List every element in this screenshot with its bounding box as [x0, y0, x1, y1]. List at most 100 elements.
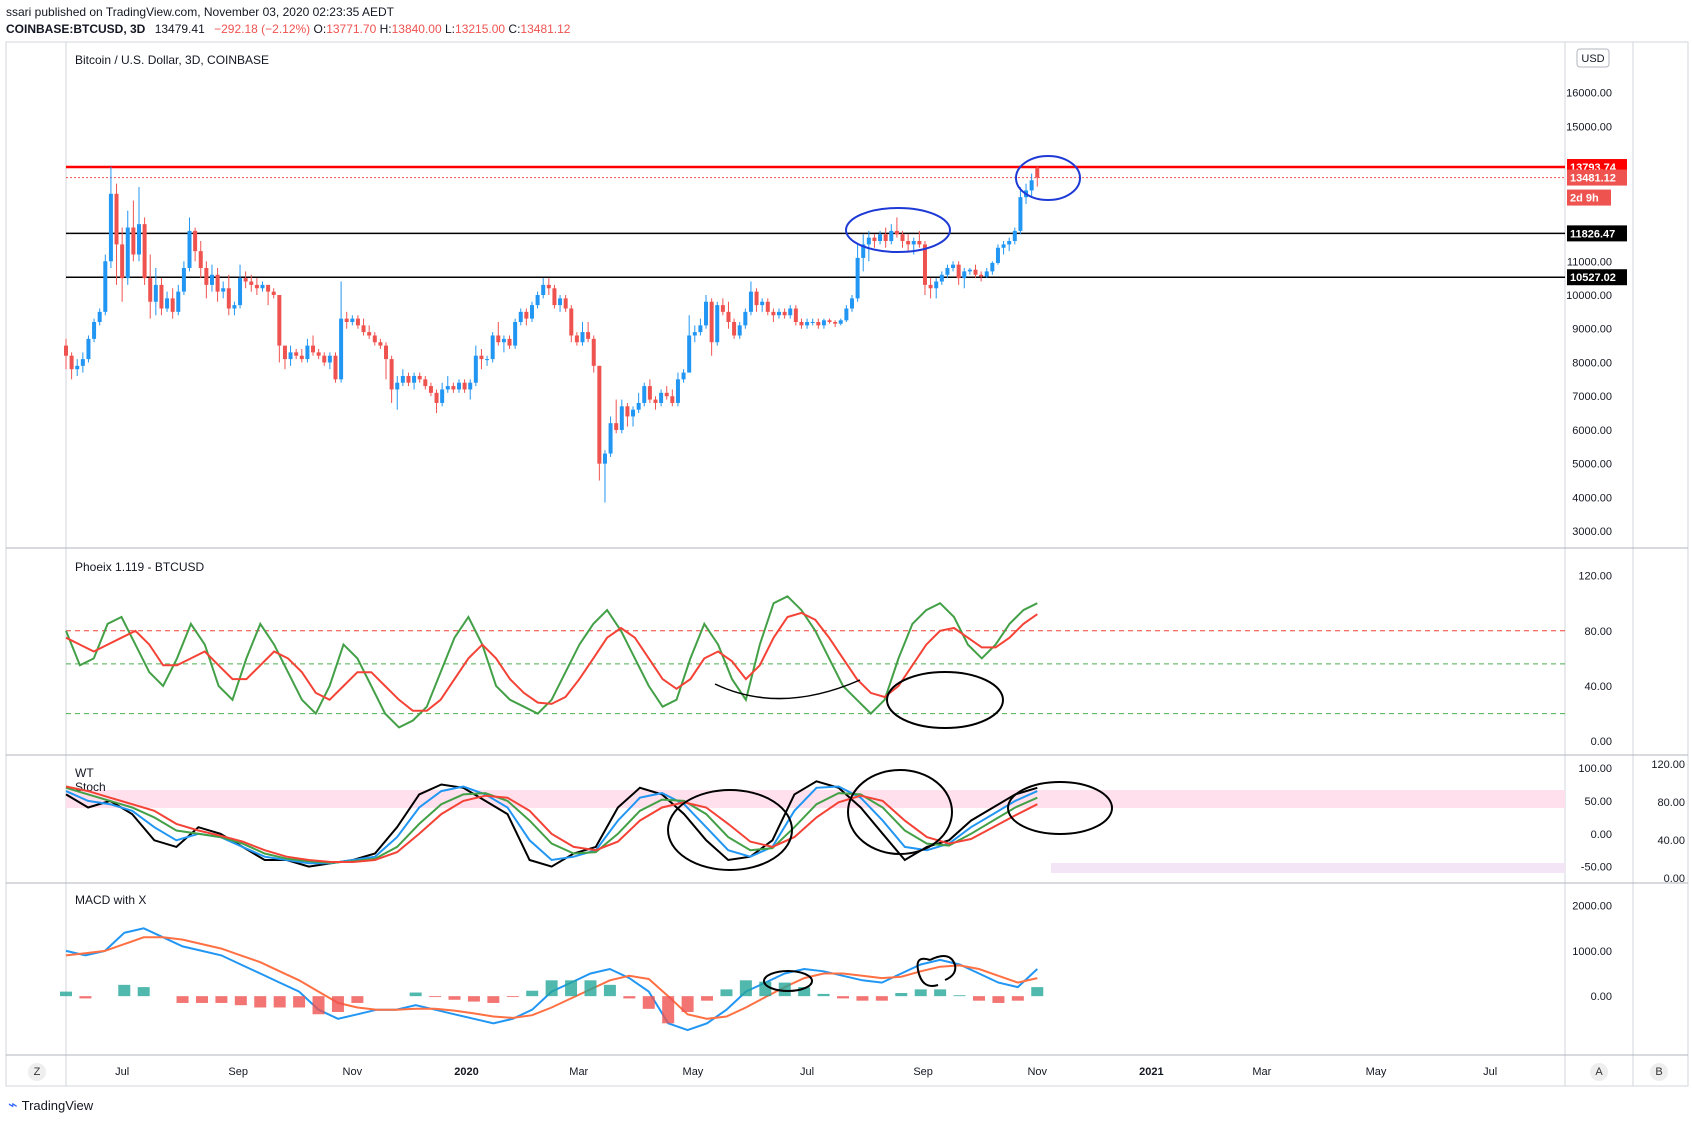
candle-body	[86, 338, 91, 360]
histogram-bar	[642, 996, 655, 1009]
histogram-bar	[254, 996, 267, 1008]
candle-body	[524, 311, 529, 319]
candle-body	[810, 321, 815, 323]
candle-body	[266, 284, 271, 292]
candle-body	[136, 224, 141, 255]
price-tick-label: 11000.00	[1567, 256, 1612, 268]
histogram-bar	[79, 996, 92, 999]
candle-body	[485, 359, 490, 361]
candle-body	[299, 355, 304, 360]
histogram-bar	[603, 984, 616, 997]
histogram-bar	[992, 996, 1005, 1003]
candle-body	[1001, 244, 1006, 248]
main-pane-title: Bitcoin / U.S. Dollar, 3D, COINBASE	[75, 53, 269, 67]
candle-body	[934, 281, 939, 289]
oversold-annotation	[886, 671, 1004, 729]
histogram-bar	[234, 996, 247, 1006]
histogram-bar	[739, 980, 752, 997]
pane-tick-label: 80.00	[1584, 626, 1612, 638]
time-tick-label: Nov	[1027, 1066, 1047, 1078]
histogram-bar	[914, 989, 927, 997]
b-button[interactable]: B	[1650, 1063, 1668, 1081]
candle-body	[900, 234, 905, 242]
series-line	[65, 927, 1038, 1032]
candle-body	[984, 271, 989, 277]
candle-body	[956, 264, 961, 279]
price-tick-label: 7000.00	[1572, 391, 1612, 403]
candle-body	[1029, 180, 1034, 191]
pane-tick-label: 100.00	[1578, 763, 1612, 775]
candle-body	[917, 241, 922, 245]
macd-title: MACD with X	[75, 893, 146, 907]
wt-axis: -50.00 0.00 50.00 100.00 120.00 80.00 40.00 0.0…	[1578, 759, 1685, 885]
candle-body	[456, 382, 461, 390]
open-value: 13771.70	[326, 22, 377, 36]
candle-body	[260, 284, 265, 289]
histogram-bar	[429, 996, 442, 998]
candle-body	[793, 308, 798, 322]
candle-body	[176, 291, 181, 312]
candle-body	[451, 386, 456, 390]
candle-body	[692, 332, 697, 336]
candle-body	[165, 298, 170, 309]
candle-body	[631, 409, 636, 417]
candle-body	[120, 244, 125, 279]
candle-body	[1007, 241, 1012, 245]
zoom-button[interactable]: Z	[28, 1063, 46, 1081]
candle-body	[193, 230, 198, 252]
candle-body	[372, 335, 377, 343]
candle-body	[754, 291, 759, 306]
candle-body	[64, 345, 68, 356]
candle-body	[350, 318, 355, 322]
candle-body	[75, 365, 80, 370]
histogram-bar	[409, 992, 422, 997]
candle-body	[181, 268, 186, 292]
macd-indicator	[60, 927, 1044, 1032]
pane-tick-label: 40.00	[1584, 681, 1612, 693]
candle-body	[518, 311, 523, 322]
pane-tick-label: -50.00	[1581, 862, 1612, 874]
currency-label: USD	[1581, 53, 1604, 65]
candle-body	[614, 423, 619, 430]
price-tag-box	[1567, 269, 1627, 286]
candle-body	[412, 375, 417, 383]
candle-body	[294, 352, 299, 356]
wt-oversold-band	[1051, 863, 1565, 873]
histogram-bar	[953, 995, 966, 997]
candle-body	[1018, 197, 1023, 231]
price-tick-label: 9000.00	[1572, 324, 1612, 336]
candle-body	[979, 274, 984, 277]
auto-scale-button[interactable]: A	[1590, 1063, 1608, 1081]
candle-body	[849, 298, 854, 309]
candle-body	[715, 305, 720, 343]
price-tick-label: 4000.00	[1572, 492, 1612, 504]
histogram-bar	[195, 996, 208, 1003]
consolidation-annotation	[845, 207, 951, 253]
time-tick-label: 2020	[454, 1066, 478, 1078]
time-tick-label: 2021	[1139, 1066, 1163, 1078]
histogram-bar	[487, 996, 500, 1003]
candle-body	[367, 332, 372, 336]
candle-body	[675, 379, 680, 403]
candle-body	[114, 193, 119, 245]
candle-body	[911, 241, 916, 245]
candle-body	[945, 268, 950, 275]
candle-body	[277, 295, 282, 346]
candle-body	[1012, 230, 1017, 242]
candle-body	[799, 321, 804, 326]
candle-body	[967, 269, 972, 272]
candle-body	[339, 318, 344, 380]
candle-body	[142, 224, 147, 279]
series-line	[65, 595, 1038, 729]
price-tick-label: 10000.00	[1566, 290, 1612, 302]
price-tick-label: 8000.00	[1572, 357, 1612, 369]
candle-body	[855, 257, 860, 299]
candle-body	[384, 345, 389, 360]
currency-button[interactable]	[1576, 48, 1610, 68]
c-key: C:	[508, 22, 521, 36]
candle-body	[743, 311, 748, 326]
histogram-bar	[506, 996, 519, 998]
price-tick-label: 5000.00	[1572, 459, 1612, 471]
